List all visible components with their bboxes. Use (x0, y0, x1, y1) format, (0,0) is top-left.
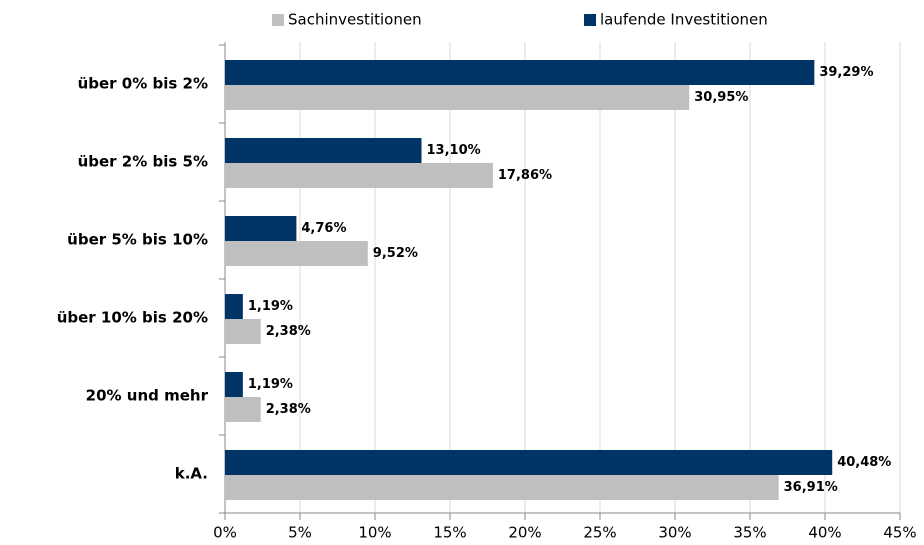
category-label: k.A. (175, 465, 208, 483)
value-label: 39,29% (819, 65, 873, 80)
bar (225, 216, 297, 241)
bar (225, 85, 690, 110)
bar (225, 138, 422, 163)
bar (225, 294, 243, 319)
value-label: 9,52% (373, 246, 418, 261)
value-label: 4,76% (301, 221, 346, 236)
bar (225, 241, 368, 266)
legend-label: laufende Investitionen (600, 11, 768, 29)
legend-label: Sachinvestitionen (288, 11, 422, 29)
bar (225, 450, 833, 475)
bar (225, 60, 815, 85)
bar (225, 397, 261, 422)
value-label: 30,95% (694, 90, 748, 105)
legend-swatch (584, 14, 596, 26)
value-label: 40,48% (837, 455, 891, 470)
category-label: über 10% bis 20% (57, 309, 208, 327)
category-label: über 0% bis 2% (78, 75, 208, 93)
legend-swatch (272, 14, 284, 26)
x-tick-label: 15% (433, 524, 466, 542)
x-tick-label: 10% (358, 524, 391, 542)
category-label: 20% und mehr (86, 387, 209, 405)
bar (225, 372, 243, 397)
value-label: 1,19% (248, 299, 293, 314)
category-label: über 2% bis 5% (78, 153, 208, 171)
value-label: 36,91% (784, 480, 838, 495)
category-label: über 5% bis 10% (67, 231, 208, 249)
x-tick-label: 5% (288, 524, 312, 542)
x-tick-label: 35% (733, 524, 766, 542)
value-label: 2,38% (266, 324, 311, 339)
x-tick-label: 40% (808, 524, 841, 542)
value-label: 2,38% (266, 402, 311, 417)
value-label: 17,86% (498, 168, 552, 183)
x-tick-label: 30% (658, 524, 691, 542)
bar (225, 163, 493, 188)
bar (225, 475, 779, 500)
x-tick-label: 45% (883, 524, 916, 542)
value-label: 13,10% (427, 143, 481, 158)
value-label: 1,19% (248, 377, 293, 392)
x-tick-label: 0% (213, 524, 237, 542)
x-tick-label: 25% (583, 524, 616, 542)
x-tick-label: 20% (508, 524, 541, 542)
bar (225, 319, 261, 344)
